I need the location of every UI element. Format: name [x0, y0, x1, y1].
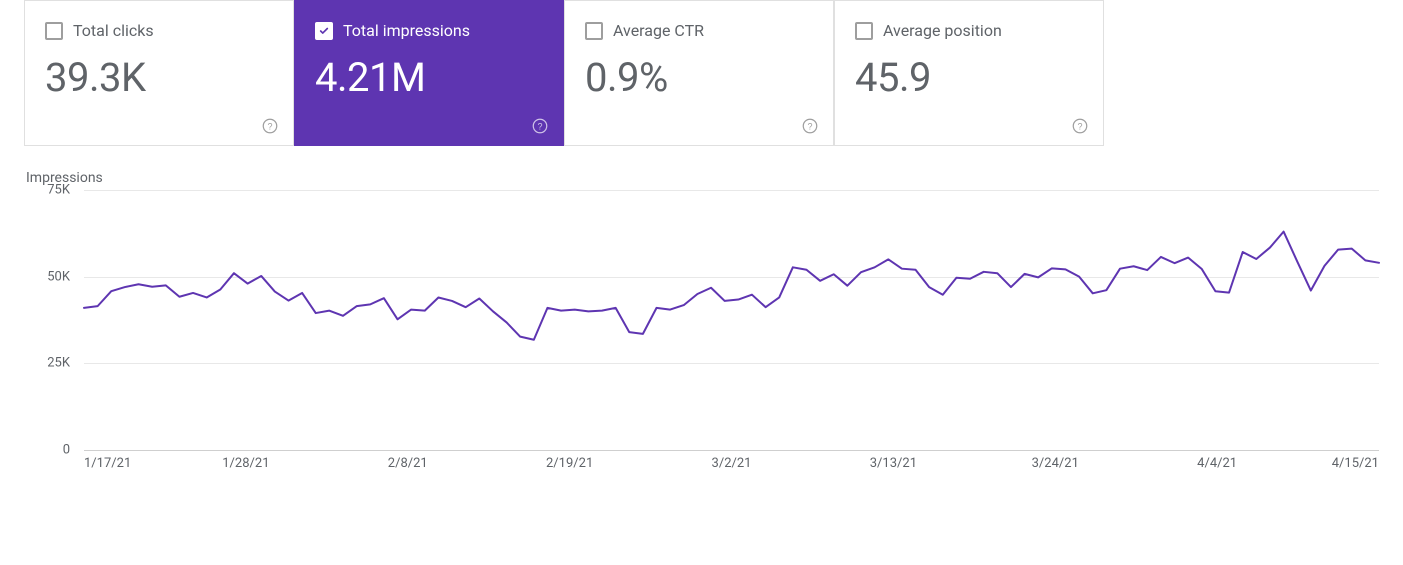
- metric-card-label: Average position: [883, 21, 1002, 40]
- chart-y-axis: 025K50K75K: [24, 190, 72, 450]
- svg-text:?: ?: [1077, 121, 1082, 131]
- metric-cards-row: Total clicks 39.3K? Total impressions 4.21M…: [0, 0, 1403, 146]
- metric-card-value: 39.3K: [45, 58, 273, 98]
- checkbox-icon[interactable]: [315, 22, 333, 40]
- chart-x-tick-label: 1/28/21: [222, 456, 269, 471]
- metric-card-label: Average CTR: [613, 21, 704, 40]
- chart-x-tick-label: 3/2/21: [712, 456, 752, 471]
- help-icon[interactable]: ?: [801, 117, 819, 135]
- checkbox-icon[interactable]: [45, 22, 63, 40]
- chart-x-tick-label: 1/17/21: [84, 456, 131, 471]
- chart-x-tick-label: 2/19/21: [546, 456, 593, 471]
- checkbox-icon[interactable]: [855, 22, 873, 40]
- help-icon[interactable]: ?: [261, 117, 279, 135]
- chart-y-tick-label: 75K: [24, 183, 70, 198]
- chart-series-line: [84, 232, 1379, 340]
- metric-card-value: 0.9%: [585, 58, 813, 98]
- chart-x-tick-label: 3/24/21: [1032, 456, 1079, 471]
- chart-x-tick-label: 4/15/21: [1332, 456, 1379, 471]
- metric-card-total-impressions[interactable]: Total impressions 4.21M?: [294, 0, 564, 146]
- chart-y-tick-label: 0: [24, 443, 70, 458]
- svg-text:?: ?: [537, 121, 542, 131]
- metric-card-header: Total clicks: [45, 21, 273, 40]
- metric-card-value: 4.21M: [315, 58, 543, 98]
- chart-y-tick-label: 25K: [24, 356, 70, 371]
- chart-title: Impressions: [26, 170, 1379, 186]
- metric-card-header: Average position: [855, 21, 1083, 40]
- help-icon[interactable]: ?: [1071, 117, 1089, 135]
- chart-x-tick-label: 2/8/21: [388, 456, 428, 471]
- chart-x-axis: 1/17/21 1/28/21 2/8/21 2/19/21 3/2/21 3/13/21…: [84, 450, 1379, 474]
- metric-card-value: 45.9: [855, 58, 1083, 98]
- chart-y-tick-label: 50K: [24, 269, 70, 284]
- metric-card-header: Total impressions: [315, 21, 543, 40]
- metric-card-header: Average CTR: [585, 21, 813, 40]
- metric-card-label: Total impressions: [343, 21, 470, 40]
- chart-plot: [84, 190, 1379, 450]
- help-icon[interactable]: ?: [531, 117, 549, 135]
- chart-x-tick-label: 4/4/21: [1197, 456, 1237, 471]
- chart-plot-area: 025K50K75K: [24, 190, 1379, 450]
- metric-card-average-ctr[interactable]: Average CTR 0.9%?: [564, 0, 834, 146]
- chart-container: Impressions 0 25K 50K 75K 1/17/21 1/28/21 2/8…: [0, 146, 1403, 484]
- metric-card-total-clicks[interactable]: Total clicks 39.3K?: [24, 0, 294, 146]
- chart-x-tick-label: 3/13/21: [870, 456, 917, 471]
- metric-card-average-position[interactable]: Average position 45.9?: [834, 0, 1104, 146]
- svg-text:?: ?: [807, 121, 812, 131]
- checkbox-icon[interactable]: [585, 22, 603, 40]
- metric-card-label: Total clicks: [73, 21, 154, 40]
- svg-text:?: ?: [267, 121, 272, 131]
- chart-line-svg: [84, 190, 1379, 450]
